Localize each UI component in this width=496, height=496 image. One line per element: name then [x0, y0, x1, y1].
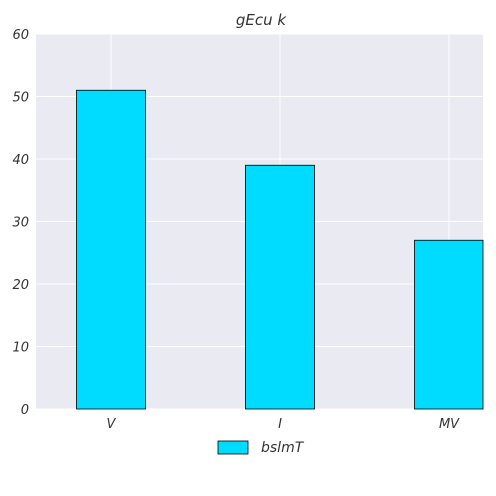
bar-v — [77, 90, 146, 409]
legend-swatch — [218, 441, 248, 454]
legend-label: bslmT — [261, 440, 305, 456]
x-tick-label: MV — [439, 417, 460, 432]
bar-i — [246, 165, 315, 409]
y-tick-label: 60 — [12, 28, 29, 43]
y-tick-label: 20 — [12, 278, 29, 293]
bar-mv — [415, 240, 484, 409]
y-tick-label: 50 — [12, 91, 29, 106]
x-tick-label: V — [107, 417, 117, 432]
y-tick-label: 40 — [12, 153, 29, 168]
legend: bslmT — [218, 440, 305, 456]
y-tick-label: 30 — [12, 216, 29, 231]
x-axis-ticks: V I MV — [107, 417, 461, 432]
y-tick-label: 10 — [12, 341, 29, 356]
x-tick-label: I — [278, 417, 282, 432]
chart-title: gEcu k — [236, 11, 288, 29]
y-axis-ticks: 0 10 20 30 40 50 60 — [12, 28, 29, 418]
y-tick-label: 0 — [21, 403, 29, 418]
